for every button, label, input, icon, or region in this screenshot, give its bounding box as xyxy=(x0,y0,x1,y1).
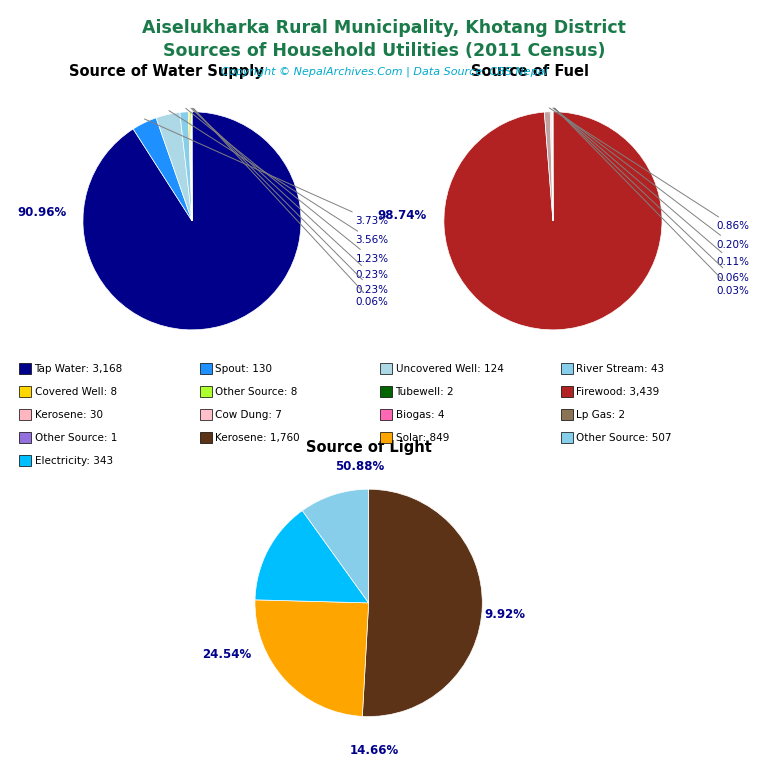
Text: River Stream: 43: River Stream: 43 xyxy=(576,363,664,374)
Wedge shape xyxy=(303,489,369,603)
Text: Source of Fuel: Source of Fuel xyxy=(471,65,589,79)
Text: Tap Water: 3,168: Tap Water: 3,168 xyxy=(35,363,123,374)
Text: 3.73%: 3.73% xyxy=(144,119,389,226)
Wedge shape xyxy=(255,600,369,717)
Text: Uncovered Well: 124: Uncovered Well: 124 xyxy=(396,363,503,374)
Text: 9.92%: 9.92% xyxy=(485,607,525,621)
Wedge shape xyxy=(362,489,482,717)
Text: Other Source: 8: Other Source: 8 xyxy=(215,386,297,397)
Text: 0.23%: 0.23% xyxy=(193,108,389,294)
Text: 90.96%: 90.96% xyxy=(17,206,66,219)
Text: 0.03%: 0.03% xyxy=(554,108,750,296)
Wedge shape xyxy=(545,112,553,221)
Wedge shape xyxy=(188,112,192,221)
Text: Other Source: 507: Other Source: 507 xyxy=(576,432,671,443)
Text: 3.56%: 3.56% xyxy=(169,111,389,246)
Text: Lp Gas: 2: Lp Gas: 2 xyxy=(576,409,625,420)
Wedge shape xyxy=(180,112,192,221)
Text: Source of Water Supply: Source of Water Supply xyxy=(69,65,264,79)
Text: 0.11%: 0.11% xyxy=(554,108,750,267)
Wedge shape xyxy=(550,112,553,221)
Text: Aiselukharka Rural Municipality, Khotang District: Aiselukharka Rural Municipality, Khotang… xyxy=(142,19,626,37)
Wedge shape xyxy=(255,511,369,603)
Text: Spout: 130: Spout: 130 xyxy=(215,363,272,374)
Wedge shape xyxy=(133,118,192,221)
Text: 50.88%: 50.88% xyxy=(335,460,384,473)
Title: Source of Light: Source of Light xyxy=(306,441,432,455)
Text: 0.86%: 0.86% xyxy=(549,108,750,231)
Text: Biogas: 4: Biogas: 4 xyxy=(396,409,444,420)
Text: Kerosene: 30: Kerosene: 30 xyxy=(35,409,103,420)
Text: 14.66%: 14.66% xyxy=(349,744,399,757)
Text: Cow Dung: 7: Cow Dung: 7 xyxy=(215,409,282,420)
Text: Sources of Household Utilities (2011 Census): Sources of Household Utilities (2011 Cen… xyxy=(163,42,605,60)
Wedge shape xyxy=(156,112,192,221)
Text: Other Source: 1: Other Source: 1 xyxy=(35,432,117,443)
Wedge shape xyxy=(190,112,192,221)
Text: 0.20%: 0.20% xyxy=(553,108,750,250)
Text: 24.54%: 24.54% xyxy=(202,647,251,660)
Text: 0.06%: 0.06% xyxy=(554,108,750,283)
Wedge shape xyxy=(444,111,662,329)
Text: 98.74%: 98.74% xyxy=(378,209,427,222)
Wedge shape xyxy=(83,111,301,329)
Text: Copyright © NepalArchives.Com | Data Source: CBS Nepal: Copyright © NepalArchives.Com | Data Sou… xyxy=(220,67,548,78)
Text: Tubewell: 2: Tubewell: 2 xyxy=(396,386,454,397)
Text: Solar: 849: Solar: 849 xyxy=(396,432,449,443)
Text: Covered Well: 8: Covered Well: 8 xyxy=(35,386,117,397)
Text: 0.06%: 0.06% xyxy=(194,108,389,306)
Text: Firewood: 3,439: Firewood: 3,439 xyxy=(576,386,659,397)
Wedge shape xyxy=(551,112,553,221)
Text: 0.23%: 0.23% xyxy=(191,108,389,280)
Text: 1.23%: 1.23% xyxy=(186,108,389,264)
Text: Kerosene: 1,760: Kerosene: 1,760 xyxy=(215,432,300,443)
Text: Electricity: 343: Electricity: 343 xyxy=(35,455,113,466)
